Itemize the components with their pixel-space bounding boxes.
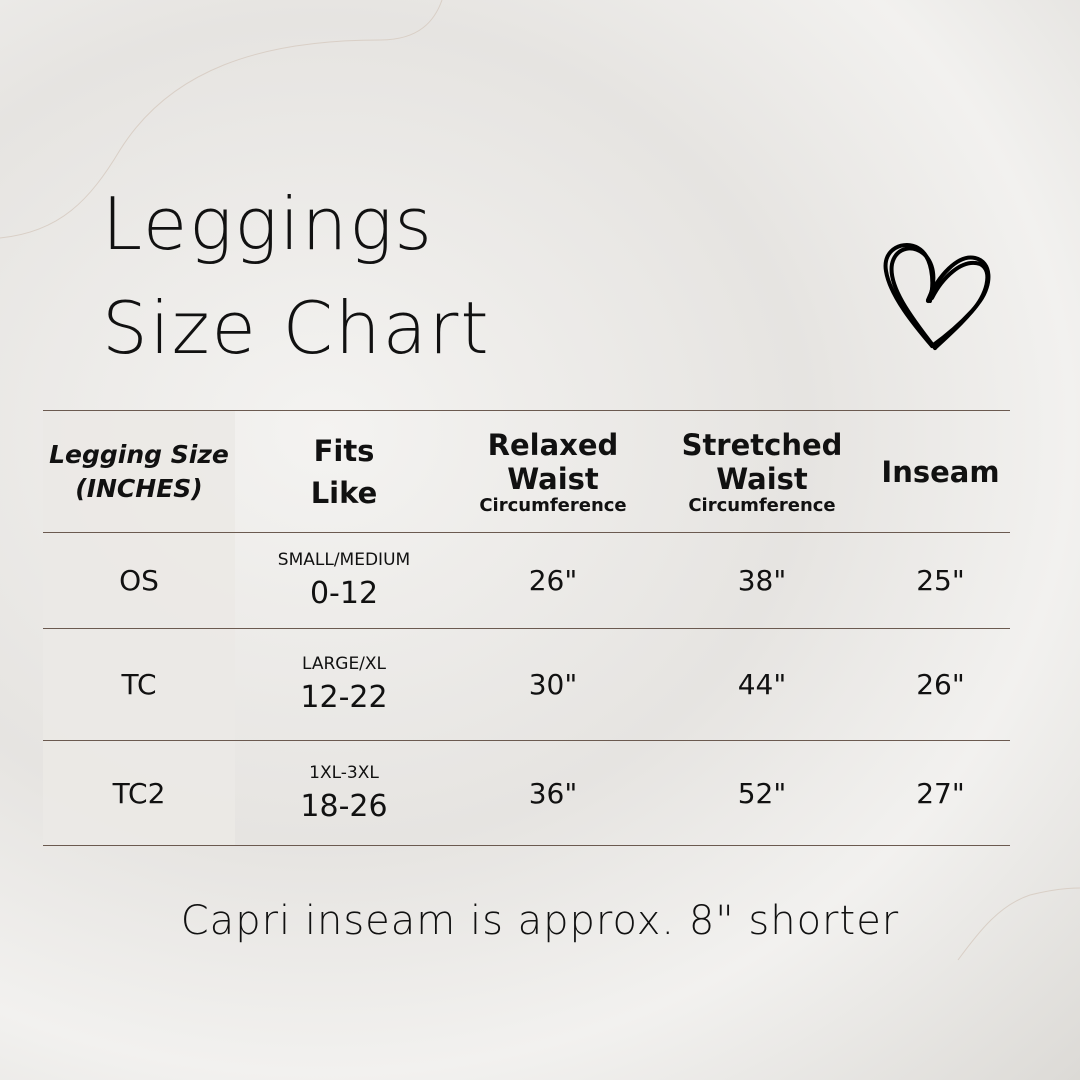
fits-cell: LARGE/XL 12-22 — [235, 629, 453, 740]
page-title: Leggings Size Chart — [102, 172, 491, 380]
size-chart-table: Legging Size (INCHES) Fits Like Relaxed Wai… — [43, 410, 1010, 846]
fit-label: LARGE/XL — [301, 654, 387, 674]
capri-note: Capri inseam is approx. 8" shorter — [180, 898, 900, 944]
header-legging-size: Legging Size (INCHES) — [43, 411, 235, 532]
fit-range: 0-12 — [309, 576, 379, 611]
relaxed-cell: 36" — [528, 776, 578, 810]
decorative-arc — [0, 0, 443, 239]
header-text: Waist — [716, 461, 808, 496]
inseam-cell: 25" — [916, 564, 965, 597]
inseam-cell: 26" — [916, 668, 965, 701]
table-row: TC2 1XL-3XL 18-26 36" 52" 27" — [43, 740, 1010, 846]
header-inseam: Inseam — [871, 411, 1010, 532]
inseam-cell: 27" — [916, 776, 965, 810]
header-text: Relaxed — [487, 427, 619, 462]
stretched-cell: 38" — [737, 564, 787, 597]
fit-range: 12-22 — [300, 680, 388, 715]
fits-cell: 1XL-3XL 18-26 — [235, 741, 453, 845]
table-row: TC LARGE/XL 12-22 30" 44" 26" — [43, 628, 1010, 740]
size-cell: TC — [121, 668, 157, 701]
size-cell: TC2 — [112, 776, 166, 810]
size-cell: OS — [119, 564, 159, 597]
header-text: (INCHES) — [75, 473, 203, 503]
header-stretched-waist: Stretched Waist Circumference — [653, 411, 871, 532]
fit-label: SMALL/MEDIUM — [277, 550, 411, 570]
table-row: OS SMALL/MEDIUM 0-12 26" 38" 25" — [43, 532, 1010, 628]
relaxed-cell: 30" — [528, 668, 578, 701]
fits-cell: SMALL/MEDIUM 0-12 — [235, 533, 453, 628]
header-relaxed-waist: Relaxed Waist Circumference — [453, 411, 653, 532]
title-line-2: Size Chart — [102, 286, 491, 370]
header-subtext: Circumference — [688, 494, 836, 516]
stretched-cell: 52" — [737, 776, 787, 810]
table-header-row: Legging Size (INCHES) Fits Like Relaxed Wai… — [43, 410, 1010, 532]
header-text: Inseam — [881, 454, 1000, 489]
fit-range: 18-26 — [300, 788, 388, 824]
header-fits-like: Fits Like — [235, 411, 453, 532]
header-text: Fits — [313, 433, 375, 468]
header-text: Waist — [507, 461, 599, 496]
heart-icon — [883, 242, 991, 350]
fit-label: 1XL-3XL — [309, 762, 379, 783]
header-subtext: Circumference — [479, 494, 627, 516]
decorative-arc — [957, 887, 1080, 961]
title-line-1: Leggings — [102, 182, 434, 266]
header-text: Legging Size — [49, 439, 229, 469]
header-text: Stretched — [681, 427, 843, 462]
header-text: Like — [310, 475, 378, 510]
stretched-cell: 44" — [737, 668, 787, 701]
relaxed-cell: 26" — [528, 564, 578, 597]
